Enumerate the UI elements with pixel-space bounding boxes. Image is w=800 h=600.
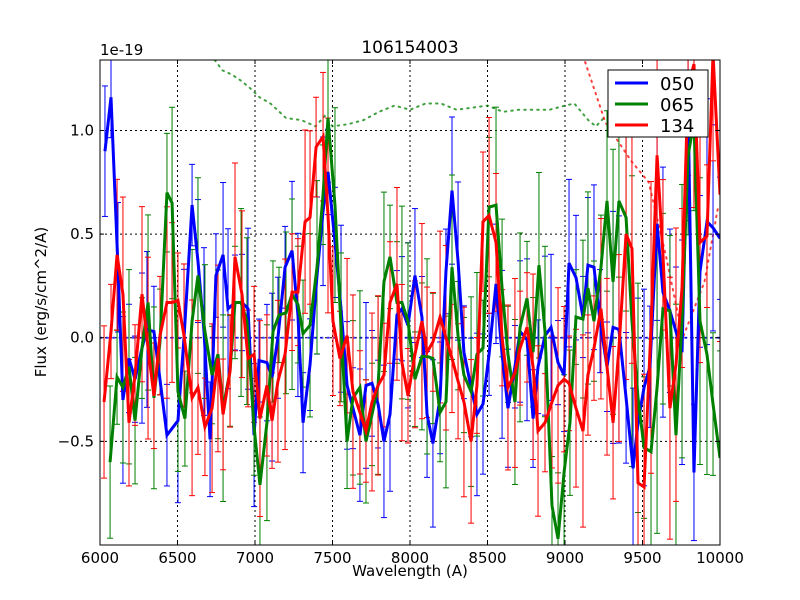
legend-label: 050 bbox=[660, 74, 694, 95]
y-tick-label: −0.5 bbox=[58, 432, 94, 450]
y-tick-label: 0.0 bbox=[70, 329, 94, 347]
legend-label: 065 bbox=[660, 95, 694, 116]
x-tick-label: 8000 bbox=[391, 549, 429, 567]
chart-title: 106154003 bbox=[361, 38, 458, 58]
series-line-065 bbox=[108, 117, 720, 540]
y-axis-label: Flux (erg/s/cm^2/A) bbox=[32, 227, 50, 378]
axis-ticks: 6000 6500 7000 7500 8000 8500 9000 9500 10000 −0.… bbox=[58, 60, 744, 567]
x-tick-label: 6000 bbox=[81, 549, 119, 567]
x-tick-label: 10000 bbox=[696, 549, 744, 567]
legend-label: 134 bbox=[660, 116, 694, 137]
y-tick-label: 1.0 bbox=[70, 121, 94, 139]
y-tick-label: 0.5 bbox=[70, 225, 94, 243]
x-tick-label: 9500 bbox=[623, 549, 661, 567]
series-line-134 bbox=[102, 60, 720, 490]
reference-dotted-line bbox=[213, 60, 605, 128]
series-group bbox=[101, 60, 720, 545]
y-offset-label: 1e-19 bbox=[100, 41, 143, 59]
x-tick-label: 7500 bbox=[313, 549, 351, 567]
x-tick-label: 7000 bbox=[236, 549, 274, 567]
x-tick-label: 9000 bbox=[546, 549, 584, 567]
x-axis-label: Wavelength (A) bbox=[352, 562, 468, 580]
series-line-050 bbox=[103, 97, 720, 473]
x-tick-label: 8500 bbox=[468, 549, 506, 567]
x-tick-label: 6500 bbox=[158, 549, 196, 567]
